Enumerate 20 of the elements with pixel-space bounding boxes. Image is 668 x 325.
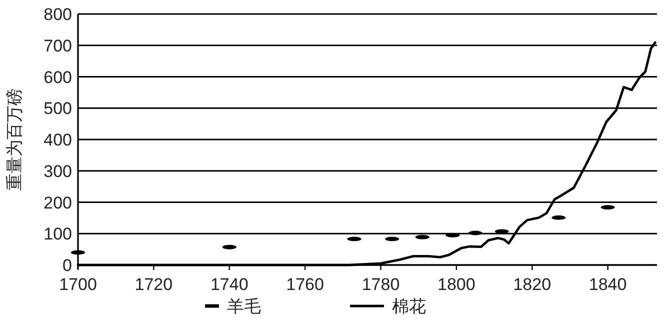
- y-tick-label: 100: [44, 224, 72, 244]
- x-tick-label: 1820: [513, 275, 552, 294]
- y-tick-label: 700: [44, 36, 72, 56]
- x-tick-label: 1780: [362, 275, 400, 294]
- y-tick-label: 500: [44, 99, 72, 118]
- y-tick-label: 200: [44, 193, 72, 212]
- legend-label: 棉花: [392, 297, 426, 316]
- y-tick-label: 800: [44, 5, 72, 24]
- x-tick-label: 1740: [210, 275, 248, 294]
- x-tick-label: 1800: [438, 275, 476, 294]
- x-tick-label: 1700: [59, 275, 97, 294]
- x-tick-label: 1840: [588, 275, 627, 294]
- legend-label: 羊毛: [227, 297, 261, 316]
- y-tick-label: 0: [62, 256, 72, 275]
- x-tick-label: 1760: [286, 275, 324, 294]
- y-axis-title: 重量为百万磅: [5, 88, 24, 190]
- y-tick-label: 300: [44, 162, 72, 181]
- x-tick-label: 1720: [134, 275, 173, 294]
- y-tick-label: 400: [44, 130, 72, 150]
- y-tick-label: 600: [44, 68, 72, 87]
